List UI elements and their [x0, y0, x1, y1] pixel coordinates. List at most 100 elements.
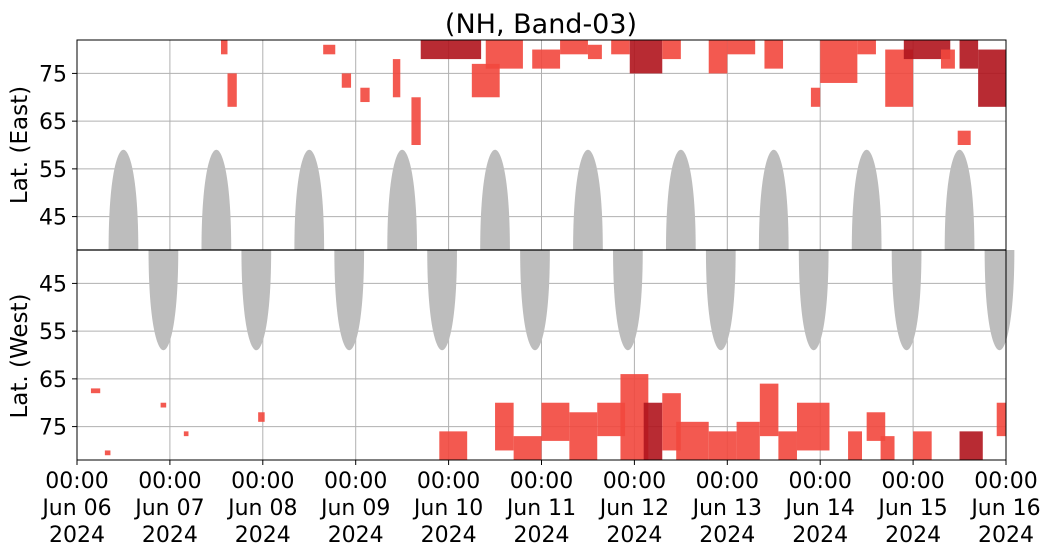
east-echo-patch [532, 49, 561, 69]
west-echo-patch [513, 436, 542, 460]
east-echo-patch [727, 40, 756, 55]
west-echo-patch [495, 402, 514, 451]
east-y-tick-label: 55 [39, 158, 67, 183]
east-night-mask [201, 149, 232, 250]
echo-layer [90, 40, 1006, 460]
x-tick-label: 2024 [142, 523, 198, 548]
x-tick-label: Jun 07 [133, 496, 204, 521]
west-echo-patch [759, 383, 779, 437]
east-y-tick-label: 75 [39, 62, 67, 87]
west-echo-patch [866, 412, 886, 441]
west-echo-patch [959, 431, 983, 460]
east-y-tick-label: 45 [39, 206, 67, 231]
west-echo-patch [569, 412, 598, 460]
west-echo-patch [160, 402, 167, 408]
x-tick-label: Jun 12 [598, 496, 669, 521]
east-echo-patch [485, 40, 523, 69]
x-tick-label: 2024 [514, 523, 570, 548]
east-y-tick-label: 65 [39, 110, 67, 135]
east-panel-y-label: Lat. (East) [7, 86, 33, 204]
x-tick-label: 00:00 [788, 469, 851, 494]
west-echo-patch [880, 436, 895, 460]
x-tick-label: 00:00 [417, 469, 480, 494]
x-tick-label: 00:00 [881, 469, 944, 494]
east-echo-patch [227, 73, 237, 107]
x-tick-label: 00:00 [974, 469, 1037, 494]
east-echo-patch [662, 40, 681, 60]
x-tick-label: 2024 [421, 523, 477, 548]
x-tick-label: Jun 13 [691, 496, 762, 521]
x-tick-label: Jun 10 [412, 496, 483, 521]
east-echo-patch [857, 40, 876, 55]
west-y-tick-label: 75 [39, 416, 67, 441]
x-tick-label: 2024 [606, 523, 662, 548]
east-night-mask [480, 149, 510, 250]
west-echo-patch [913, 431, 932, 460]
east-echo-patch [940, 49, 955, 69]
x-tick-label: 2024 [328, 523, 384, 548]
east-echo-patch [885, 49, 914, 107]
west-echo-patch [258, 412, 265, 422]
night-mask-layer [108, 149, 1015, 351]
west-echo-patch [90, 388, 101, 394]
east-night-mask [665, 149, 696, 250]
x-tick-label: 00:00 [324, 469, 387, 494]
x-tick-label: 00:00 [510, 469, 573, 494]
x-tick-label: Jun 16 [969, 496, 1040, 521]
east-echo-patch [471, 63, 500, 98]
x-tick-label: 00:00 [696, 469, 759, 494]
west-echo-patch [796, 402, 830, 451]
east-night-mask [944, 149, 975, 250]
east-echo-patch [708, 40, 728, 74]
east-echo-patch [392, 59, 401, 98]
east-night-mask [573, 149, 603, 250]
east-echo-patch [411, 97, 421, 145]
east-echo-patch [903, 40, 951, 60]
west-echo-patch [183, 431, 189, 437]
east-echo-patch [611, 40, 630, 55]
west-echo-patch [848, 431, 863, 460]
west-echo-patch [439, 431, 468, 460]
west-echo-patch [541, 402, 570, 441]
west-echo-patch [996, 402, 1006, 437]
west-night-mask [427, 250, 457, 351]
west-echo-patch [736, 421, 760, 460]
west-echo-patch [676, 421, 709, 460]
east-echo-patch [629, 40, 663, 74]
x-tick-label: Jun 06 [40, 496, 111, 521]
east-echo-patch [820, 40, 858, 83]
west-y-tick-label: 55 [39, 320, 67, 345]
west-echo-patch [597, 402, 626, 437]
east-echo-patch [341, 73, 352, 88]
x-tick-label: 00:00 [603, 469, 666, 494]
west-night-mask [984, 250, 1015, 351]
x-tick-label: Jun 14 [784, 496, 855, 521]
x-tick-label: 00:00 [231, 469, 294, 494]
x-tick-label: 00:00 [138, 469, 201, 494]
east-echo-patch [560, 40, 588, 55]
west-echo-patch [708, 431, 737, 460]
east-echo-patch [957, 130, 971, 145]
x-tick-label: 2024 [235, 523, 291, 548]
west-echo-patch [104, 450, 111, 456]
x-tick-label: 00:00 [45, 469, 108, 494]
east-night-mask [108, 149, 139, 250]
x-tick-label: 2024 [49, 523, 105, 548]
west-night-mask [613, 250, 643, 351]
west-night-mask [520, 250, 550, 351]
east-echo-patch [764, 40, 784, 69]
east-echo-patch [587, 44, 602, 60]
x-tick-label: Jun 11 [505, 496, 576, 521]
y-tick-labels: 45 55 65 75 75 65 55 45 [39, 62, 77, 441]
west-night-mask [798, 250, 829, 351]
x-tick-label: Jun 08 [226, 496, 297, 521]
west-night-mask [891, 250, 922, 351]
x-tick-label: 2024 [699, 523, 755, 548]
x-tick-label: Jun 09 [319, 496, 390, 521]
west-echo-patch [643, 402, 663, 460]
east-echo-patch [978, 49, 1006, 107]
east-echo-patch [323, 44, 336, 55]
x-tick-label: 2024 [792, 523, 848, 548]
